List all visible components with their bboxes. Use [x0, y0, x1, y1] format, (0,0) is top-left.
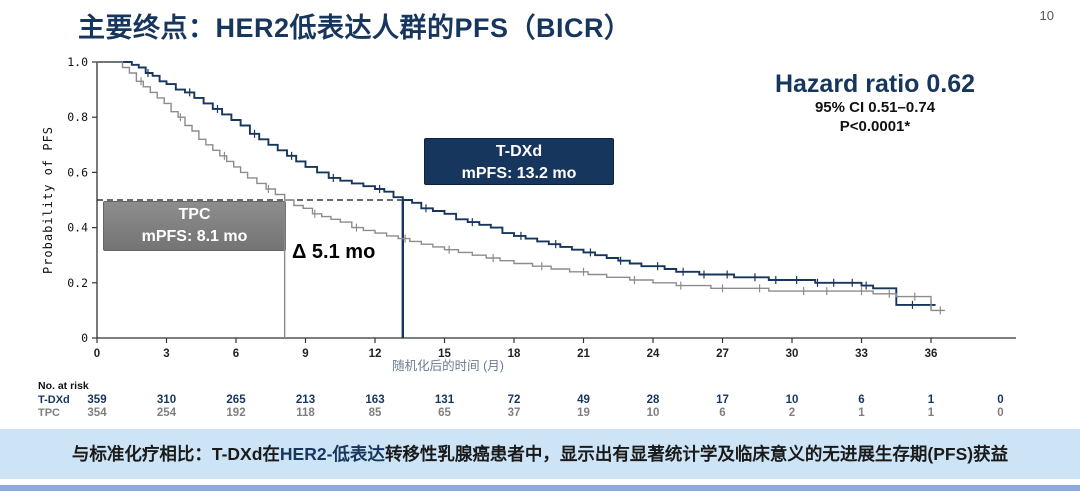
svg-text:1: 1: [858, 407, 865, 419]
svg-text:359: 359: [87, 394, 106, 406]
p-value: P<0.0001*: [839, 118, 911, 135]
svg-text:No. at risk: No. at risk: [38, 380, 89, 392]
svg-text:0: 0: [94, 348, 100, 360]
tdxd-median-label-box: T-DXd mPFS: 13.2 mo: [424, 138, 614, 185]
page-title: 主要终点：HER2低表达人群的PFS（BICR）: [78, 13, 632, 43]
svg-text:265: 265: [226, 394, 246, 406]
svg-text:10: 10: [647, 407, 660, 419]
svg-text:21: 21: [577, 348, 590, 360]
svg-text:15: 15: [438, 348, 451, 360]
svg-text:6: 6: [233, 348, 239, 360]
svg-text:30: 30: [786, 348, 799, 360]
svg-text:0.8: 0.8: [67, 110, 88, 124]
svg-text:36: 36: [925, 348, 938, 360]
svg-text:85: 85: [369, 407, 382, 419]
tpc-median-pfs: mPFS: 8.1 mo: [141, 228, 248, 245]
svg-text:27: 27: [716, 348, 729, 360]
svg-text:37: 37: [508, 407, 521, 419]
svg-text:0.6: 0.6: [67, 165, 88, 179]
bottom-accent-strip: [0, 485, 1080, 491]
svg-text:0: 0: [81, 331, 88, 345]
svg-text:213: 213: [296, 394, 315, 406]
svg-text:18: 18: [508, 348, 521, 360]
svg-text:310: 310: [157, 394, 176, 406]
svg-text:6: 6: [858, 394, 864, 406]
svg-text:28: 28: [647, 394, 660, 406]
svg-text:72: 72: [508, 394, 521, 406]
conclusion-text: 与标准化疗相比：T-DXd在HER2-低表达转移性乳腺癌患者中，显示出有显著统计…: [72, 443, 1008, 466]
svg-text:10: 10: [786, 394, 799, 406]
svg-text:131: 131: [435, 394, 455, 406]
confidence-interval: 95% CI 0.51–0.74: [814, 99, 936, 116]
svg-text:12: 12: [369, 348, 382, 360]
svg-text:随机化后的时间 (月): 随机化后的时间 (月): [392, 358, 504, 373]
svg-text:33: 33: [855, 348, 868, 360]
svg-text:24: 24: [647, 348, 660, 360]
svg-text:6: 6: [719, 407, 725, 419]
svg-text:17: 17: [716, 394, 729, 406]
svg-text:163: 163: [365, 394, 384, 406]
svg-text:1: 1: [928, 394, 935, 406]
svg-text:49: 49: [577, 394, 590, 406]
svg-text:Probability of PFS: Probability of PFS: [41, 126, 55, 274]
svg-text:0.2: 0.2: [67, 276, 88, 290]
svg-text:3: 3: [163, 348, 169, 360]
median-delta-label: Δ 5.1 mo: [292, 241, 376, 263]
svg-text:192: 192: [226, 407, 245, 419]
tdxd-median-pfs: mPFS: 13.2 mo: [461, 165, 577, 182]
svg-text:19: 19: [577, 407, 590, 419]
tdxd-arm-name: T-DXd: [495, 143, 543, 160]
svg-text:118: 118: [296, 407, 315, 419]
svg-text:9: 9: [302, 348, 308, 360]
conclusion-suffix: 转移性乳腺癌患者中，显示出有显著统计学及临床意义的无进展生存期(PFS)获益: [384, 443, 1009, 464]
conclusion-highlight: HER2-低表达: [279, 443, 385, 464]
conclusion-prefix: 与标准化疗相比：T-DXd在: [71, 443, 280, 464]
svg-text:354: 354: [87, 407, 107, 419]
hazard-ratio-value: Hazard ratio 0.62: [774, 70, 976, 98]
tpc-arm-name: TPC: [178, 206, 211, 223]
svg-text:65: 65: [438, 407, 451, 419]
svg-text:0: 0: [997, 394, 1003, 406]
svg-text:1.0: 1.0: [67, 55, 88, 69]
conclusion-banner: 与标准化疗相比：T-DXd在HER2-低表达转移性乳腺癌患者中，显示出有显著统计…: [0, 429, 1080, 479]
svg-text:254: 254: [157, 407, 177, 419]
svg-text:T-DXd: T-DXd: [38, 394, 70, 406]
page-number: 10: [1039, 8, 1054, 23]
svg-text:TPC: TPC: [38, 407, 60, 419]
svg-text:0: 0: [997, 407, 1003, 419]
svg-text:0.4: 0.4: [67, 221, 88, 235]
svg-text:2: 2: [789, 407, 795, 419]
svg-text:1: 1: [928, 407, 935, 419]
tpc-median-label-box: TPC mPFS: 8.1 mo: [103, 201, 286, 251]
hazard-ratio-block: Hazard ratio 0.62 95% CI 0.51–0.74 P<0.0…: [730, 70, 1020, 136]
